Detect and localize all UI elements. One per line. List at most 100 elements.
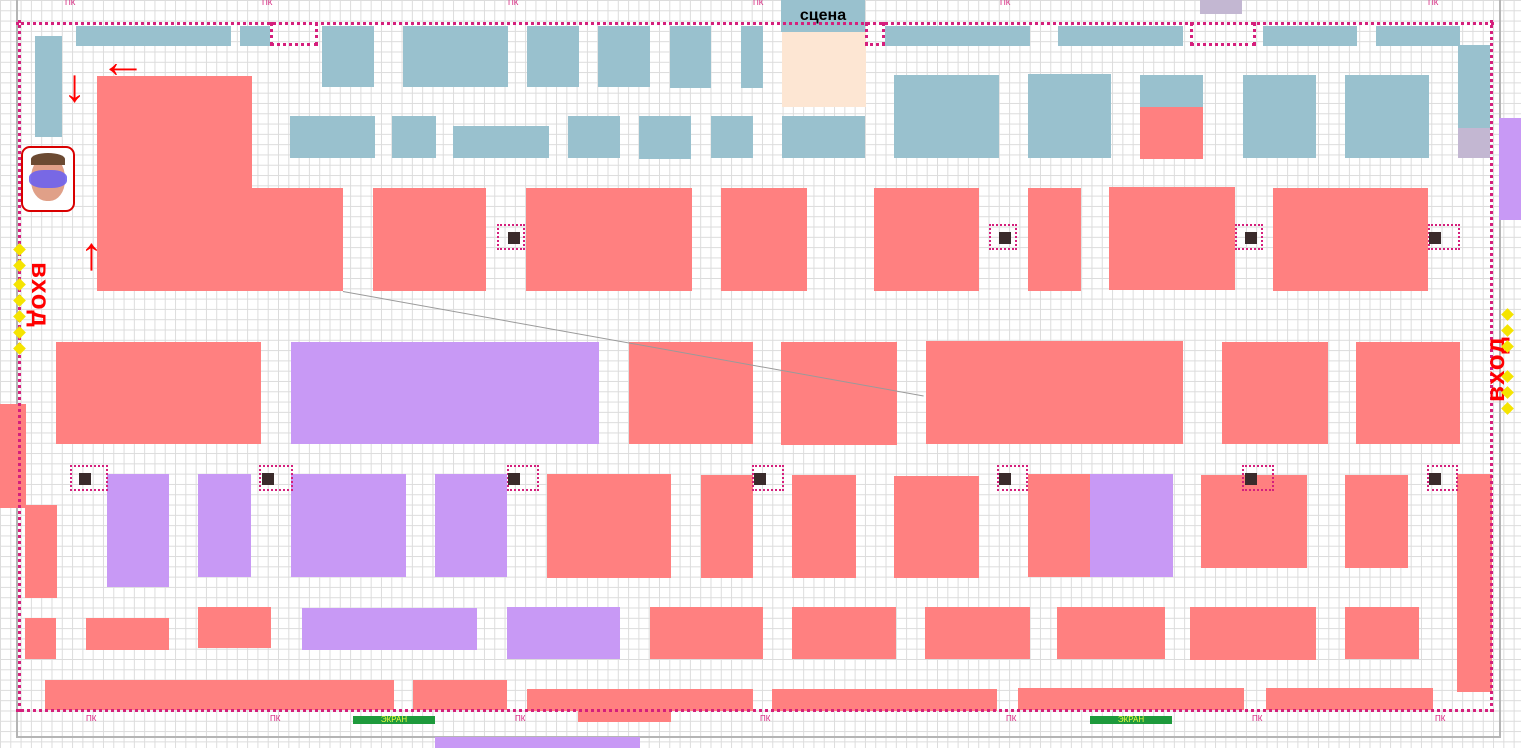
- partner-zone[interactable]: [435, 737, 640, 748]
- exhibitor-booth[interactable]: [1345, 475, 1408, 568]
- exhibitor-booth[interactable]: [45, 680, 394, 710]
- exhibitor-booth[interactable]: [1457, 474, 1492, 692]
- partner-zone[interactable]: [302, 608, 477, 650]
- service-zone[interactable]: [782, 116, 865, 158]
- service-zone[interactable]: [290, 116, 375, 158]
- exhibitor-booth[interactable]: [547, 474, 671, 578]
- exhibitor-booth[interactable]: [772, 689, 997, 711]
- service-zone[interactable]: [711, 116, 753, 158]
- column-zone: [752, 465, 784, 491]
- service-zone[interactable]: [1376, 26, 1460, 46]
- exhibitor-booth[interactable]: [781, 342, 897, 445]
- service-zone[interactable]: [1263, 26, 1357, 46]
- exhibitor-booth[interactable]: [650, 607, 763, 659]
- service-zone[interactable]: [1243, 75, 1316, 158]
- service-zone[interactable]: [392, 116, 436, 158]
- entrance-label-left: вход: [26, 262, 56, 328]
- walking-path: [865, 22, 885, 46]
- service-zone[interactable]: [568, 116, 620, 158]
- partner-zone[interactable]: [291, 474, 406, 577]
- column-icon: [508, 232, 520, 244]
- service-zone[interactable]: [76, 26, 231, 46]
- exhibitor-booth[interactable]: [629, 342, 753, 444]
- exhibitor-booth[interactable]: [373, 188, 486, 291]
- column-icon: [508, 473, 520, 485]
- column-zone: [497, 224, 525, 250]
- pk-label: ПК: [760, 714, 771, 723]
- exhibitor-booth[interactable]: [721, 188, 807, 291]
- exhibitor-booth[interactable]: [0, 404, 26, 508]
- exhibitor-booth[interactable]: [1190, 607, 1316, 660]
- column-zone: [1242, 465, 1274, 491]
- service-zone[interactable]: [1345, 75, 1429, 158]
- arrow-up-icon: →: [57, 234, 109, 280]
- pk-label: ПК: [1435, 714, 1446, 723]
- partner-zone[interactable]: [1499, 118, 1521, 220]
- service-zone[interactable]: [35, 36, 62, 137]
- service-zone[interactable]: [598, 26, 650, 87]
- service-zone[interactable]: [1458, 128, 1490, 158]
- service-zone[interactable]: [1028, 74, 1111, 158]
- service-zone[interactable]: [527, 26, 579, 87]
- exhibitor-booth[interactable]: [526, 188, 692, 291]
- stage-area[interactable]: [782, 32, 866, 107]
- service-zone[interactable]: [453, 126, 549, 158]
- exhibitor-booth[interactable]: [1028, 188, 1081, 291]
- screen-label: ЭКРАН: [353, 716, 435, 724]
- exhibitor-booth[interactable]: [792, 475, 856, 578]
- exhibitor-booth[interactable]: [1018, 688, 1244, 710]
- exhibitor-booth[interactable]: [527, 689, 753, 711]
- partner-zone[interactable]: [107, 474, 169, 587]
- column-icon: [999, 232, 1011, 244]
- partner-zone[interactable]: [435, 474, 507, 577]
- exhibitor-booth[interactable]: [25, 505, 57, 598]
- service-zone[interactable]: [670, 26, 711, 88]
- exhibitor-booth[interactable]: [1140, 107, 1203, 159]
- service-zone[interactable]: [1200, 0, 1242, 14]
- exhibitor-booth[interactable]: [874, 188, 979, 291]
- pk-label: ПК: [515, 714, 526, 723]
- exhibitor-booth[interactable]: [1057, 607, 1165, 659]
- exhibitor-booth[interactable]: [792, 607, 896, 659]
- exhibitor-booth[interactable]: [1266, 688, 1433, 710]
- partner-zone[interactable]: [1090, 474, 1173, 577]
- service-zone[interactable]: [1458, 45, 1490, 129]
- service-zone[interactable]: [894, 75, 999, 158]
- face-icon: [21, 146, 75, 212]
- service-zone[interactable]: [322, 26, 374, 87]
- exhibitor-booth[interactable]: [1345, 607, 1419, 659]
- exhibitor-booth[interactable]: [198, 607, 271, 648]
- entrance-marker: [1501, 402, 1514, 415]
- service-zone[interactable]: [403, 26, 508, 87]
- service-zone[interactable]: [741, 26, 763, 88]
- exhibitor-booth[interactable]: [1222, 342, 1328, 444]
- service-zone[interactable]: [639, 116, 691, 159]
- exhibitor-booth[interactable]: [894, 476, 979, 578]
- service-zone[interactable]: [240, 26, 270, 46]
- exhibitor-booth[interactable]: [1109, 187, 1235, 290]
- exhibitor-booth[interactable]: [1028, 474, 1090, 577]
- exhibitor-booth[interactable]: [86, 618, 169, 650]
- service-zone[interactable]: [1140, 75, 1203, 107]
- partner-zone[interactable]: [198, 474, 251, 577]
- exhibitor-booth[interactable]: [413, 680, 507, 710]
- exhibitor-booth[interactable]: [97, 188, 343, 291]
- hair-shape: [31, 153, 65, 165]
- exhibitor-booth[interactable]: [1273, 188, 1428, 291]
- exhibitor-booth[interactable]: [25, 618, 56, 659]
- exhibitor-booth[interactable]: [701, 475, 753, 578]
- service-zone[interactable]: [885, 26, 1030, 46]
- exhibitor-booth[interactable]: [56, 342, 261, 444]
- walking-path: [1190, 22, 1256, 46]
- service-zone[interactable]: [1058, 26, 1183, 46]
- column-zone: [989, 224, 1017, 250]
- pk-label: ПК: [65, 0, 76, 7]
- hall-outline: [16, 0, 1501, 738]
- partner-zone[interactable]: [507, 607, 620, 659]
- walking-path: [270, 22, 318, 46]
- exhibitor-booth[interactable]: [578, 711, 671, 722]
- exhibitor-booth[interactable]: [926, 341, 1183, 444]
- partner-zone[interactable]: [291, 342, 599, 444]
- exhibitor-booth[interactable]: [925, 607, 1030, 659]
- exhibitor-booth[interactable]: [1356, 342, 1460, 444]
